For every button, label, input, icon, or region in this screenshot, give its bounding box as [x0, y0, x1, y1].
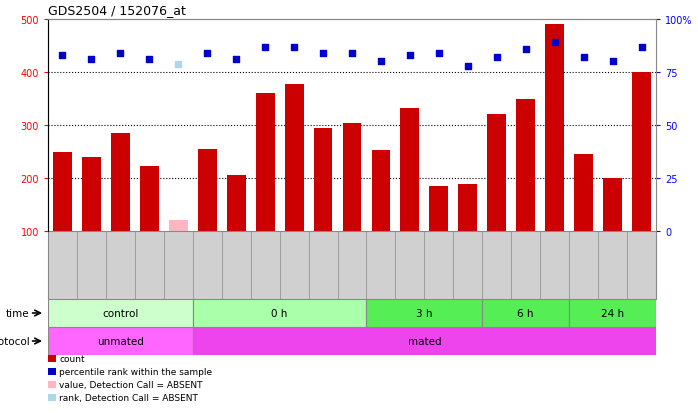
Text: percentile rank within the sample: percentile rank within the sample: [59, 367, 212, 376]
Bar: [140, 167, 158, 231]
Text: mated: mated: [408, 336, 441, 346]
Bar: [193, 299, 366, 327]
Point: [462, 63, 473, 70]
Point: [172, 61, 184, 68]
Point: [607, 59, 618, 66]
Bar: [313, 128, 332, 231]
Bar: [371, 151, 390, 231]
Bar: [429, 187, 448, 231]
Text: rank, Detection Call = ABSENT: rank, Detection Call = ABSENT: [59, 393, 198, 402]
Point: [636, 44, 647, 51]
Bar: [285, 84, 304, 231]
Bar: [48, 299, 193, 327]
Point: [288, 44, 299, 51]
Text: count: count: [59, 354, 84, 363]
Point: [549, 40, 560, 47]
Point: [230, 57, 242, 64]
Text: 6 h: 6 h: [517, 308, 534, 318]
Point: [578, 55, 589, 61]
Bar: [545, 25, 564, 231]
Bar: [517, 99, 535, 231]
Point: [144, 57, 155, 64]
Bar: [487, 115, 506, 231]
Bar: [459, 185, 477, 231]
Point: [346, 50, 357, 57]
Bar: [255, 94, 274, 231]
Point: [114, 50, 126, 57]
Point: [318, 50, 329, 57]
Bar: [48, 327, 193, 355]
Text: value, Detection Call = ABSENT: value, Detection Call = ABSENT: [59, 380, 202, 389]
Point: [491, 55, 503, 61]
Point: [376, 59, 387, 66]
Bar: [227, 176, 246, 231]
Bar: [401, 108, 419, 231]
Point: [404, 52, 415, 59]
Point: [202, 50, 213, 57]
Bar: [82, 157, 101, 231]
Bar: [198, 150, 216, 231]
Bar: [632, 73, 651, 231]
Point: [86, 57, 97, 64]
Bar: [193, 327, 656, 355]
Bar: [53, 152, 72, 231]
Bar: [482, 299, 569, 327]
Text: GDS2504 / 152076_at: GDS2504 / 152076_at: [48, 5, 186, 17]
Point: [57, 52, 68, 59]
Text: control: control: [102, 308, 139, 318]
Bar: [343, 123, 362, 231]
Bar: [366, 299, 482, 327]
Text: time: time: [6, 308, 30, 318]
Point: [520, 46, 531, 53]
Text: unmated: unmated: [97, 336, 144, 346]
Bar: [574, 155, 593, 231]
Text: protocol: protocol: [0, 336, 30, 346]
Bar: [569, 299, 656, 327]
Bar: [111, 134, 130, 231]
Point: [433, 50, 445, 57]
Bar: [169, 221, 188, 231]
Bar: [603, 178, 622, 231]
Text: 0 h: 0 h: [272, 308, 288, 318]
Text: 24 h: 24 h: [601, 308, 624, 318]
Point: [260, 44, 271, 51]
Text: 3 h: 3 h: [416, 308, 433, 318]
